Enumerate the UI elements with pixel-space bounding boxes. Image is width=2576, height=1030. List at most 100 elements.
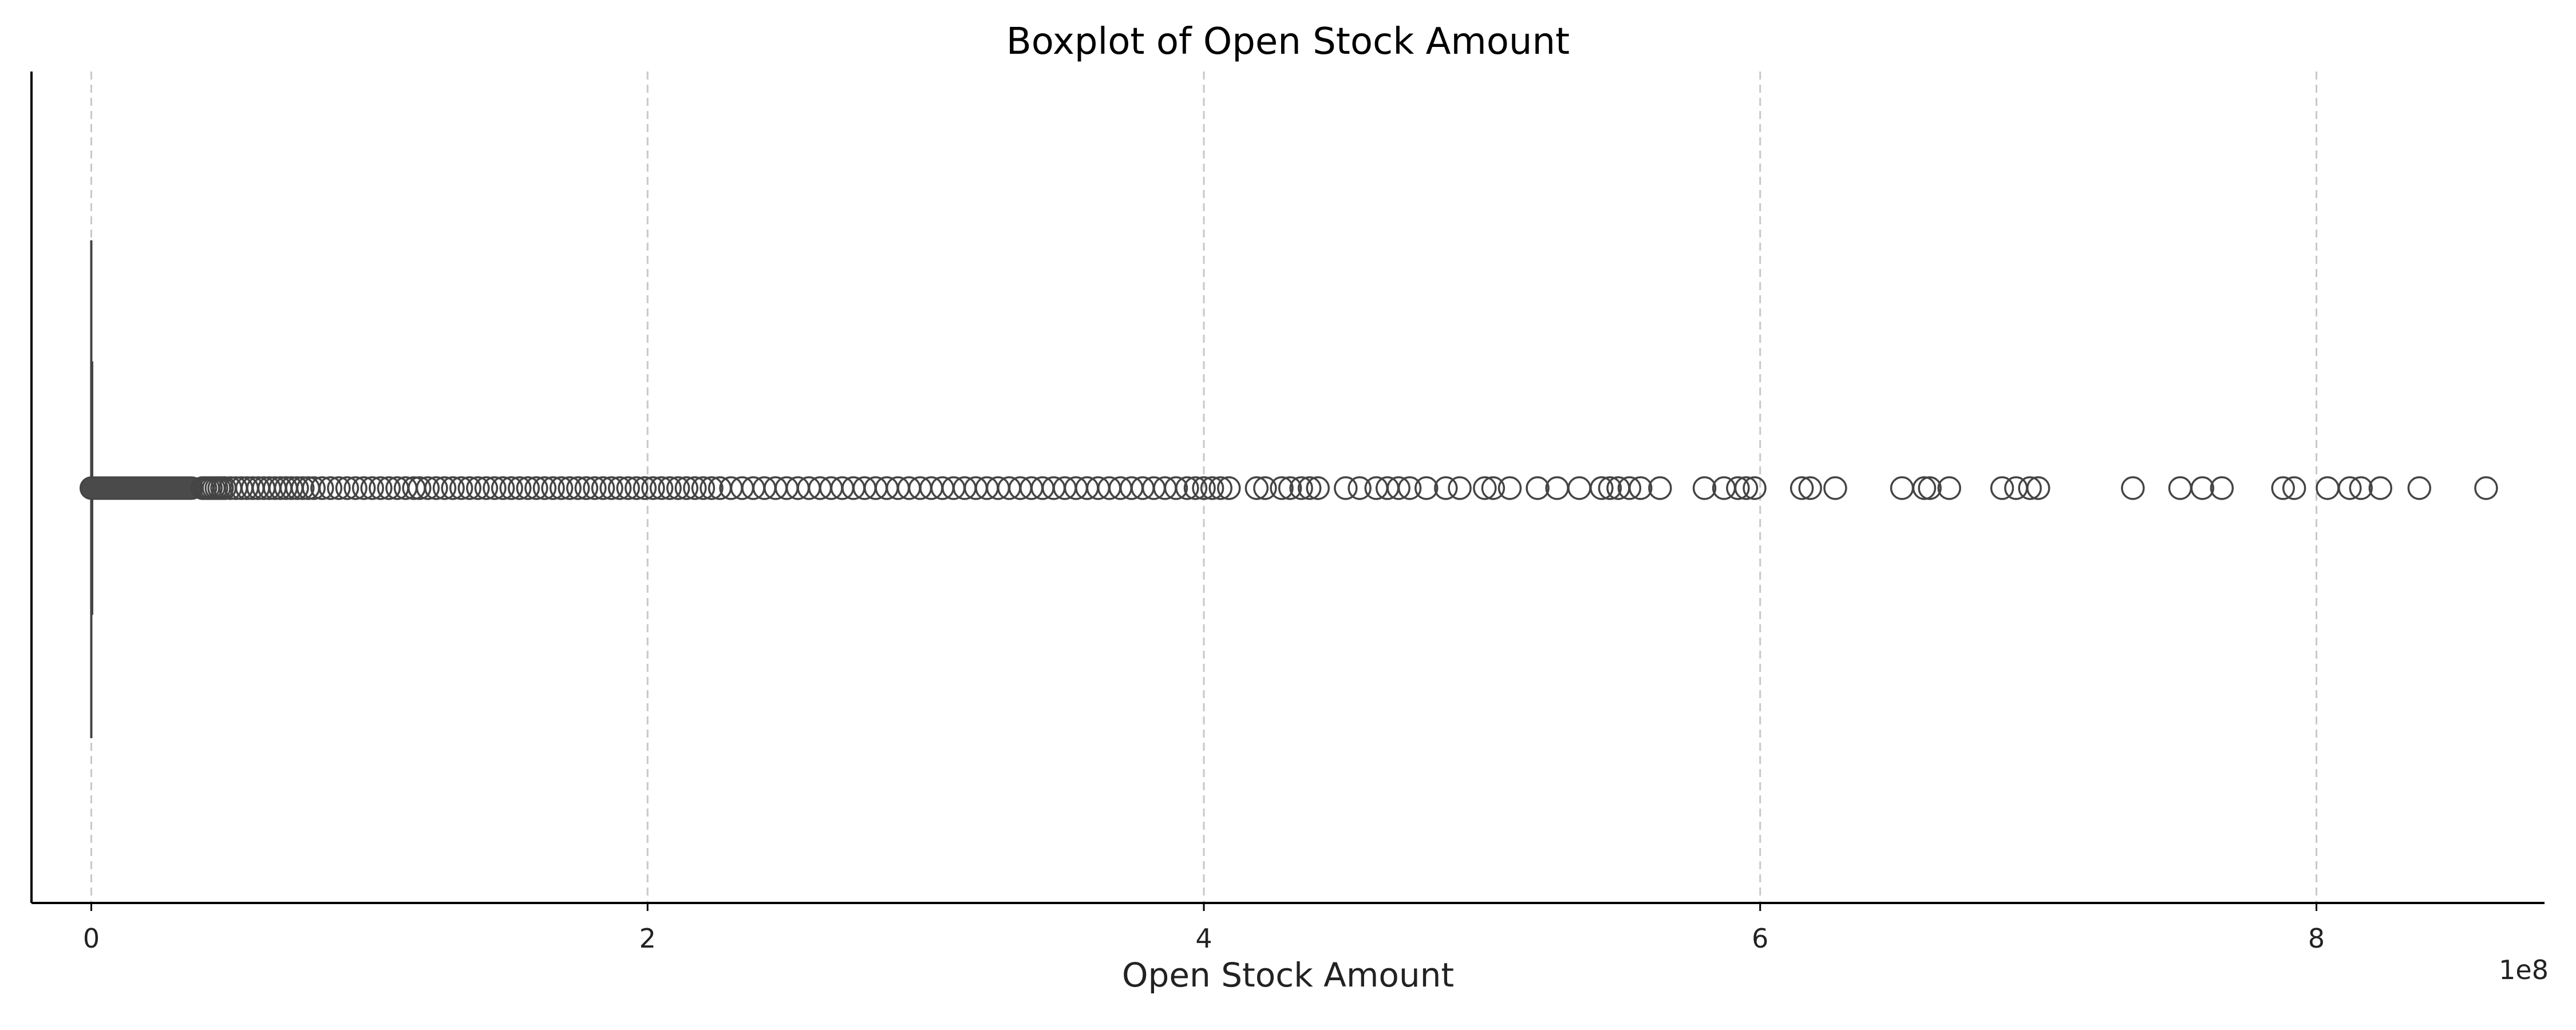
- outlier-point-44: [466, 476, 490, 500]
- x-tick-label-1: 2: [639, 923, 656, 954]
- outlier-point-56: [566, 476, 590, 500]
- outlier-point-164: [2026, 476, 2050, 500]
- outlier-point-146: [1617, 476, 1642, 500]
- outlier-point-124: [1278, 476, 1302, 500]
- outlier-point-37: [408, 476, 432, 500]
- outlier-point-69: [674, 476, 699, 500]
- outlier-point-163: [2018, 476, 2042, 500]
- outlier-point-27: [327, 476, 351, 500]
- outlier-point-63: [625, 476, 649, 500]
- outlier-point-114: [1164, 476, 1188, 500]
- outliers: [79, 476, 2498, 500]
- outlier-point-121: [1244, 476, 1269, 500]
- outlier-point-133: [1397, 476, 1422, 500]
- outlier-point-175: [2407, 476, 2432, 500]
- outlier-point-55: [558, 476, 582, 500]
- outlier-point-147: [1629, 476, 1653, 500]
- outlier-point-132: [1386, 476, 1411, 500]
- outlier-point-118: [1200, 476, 1224, 500]
- outlier-point-65: [641, 476, 665, 500]
- outlier-point-158: [1912, 476, 1937, 500]
- x-axis-label: Open Stock Amount: [1121, 956, 1455, 995]
- chart-title: Boxplot of Open Stock Amount: [1006, 21, 1570, 63]
- outlier-point-50: [516, 476, 540, 500]
- outlier-point-38: [416, 476, 440, 500]
- outlier-point-48: [499, 476, 523, 500]
- outlier-point-62: [616, 476, 640, 500]
- x-tick-label-2: 4: [1195, 923, 1212, 954]
- x-ticks: 0 2 4 6 8: [83, 903, 2325, 954]
- outlier-point-127: [1306, 476, 1330, 500]
- x-tick-label-0: 0: [83, 923, 100, 954]
- outlier-point-120: [1216, 476, 1241, 500]
- outlier-point-68: [666, 476, 690, 500]
- outlier-point-160: [1937, 476, 1961, 500]
- outlier-point-41: [441, 476, 465, 500]
- outlier-point-115: [1175, 476, 1199, 500]
- outlier-point-43: [457, 476, 482, 500]
- x-tick-label-3: 6: [1752, 923, 1768, 954]
- outlier-point-168: [2210, 476, 2234, 500]
- outlier-point-143: [1590, 476, 1614, 500]
- outlier-point-28: [335, 476, 359, 500]
- outlier-point-166: [2168, 476, 2192, 500]
- outlier-point-125: [1289, 476, 1313, 500]
- outlier-point-129: [1348, 476, 1372, 500]
- outlier-point-128: [1334, 476, 1358, 500]
- outlier-point-144: [1598, 476, 1622, 500]
- outlier-point-31: [360, 476, 384, 500]
- outlier-point-24: [302, 476, 326, 500]
- outlier-point-165: [2121, 476, 2145, 500]
- outlier-point-25: [310, 476, 334, 500]
- outlier-point-60: [599, 476, 623, 500]
- outlier-point-148: [1648, 476, 1672, 500]
- outlier-point-71: [691, 476, 716, 500]
- outlier-point-126: [1297, 476, 1322, 500]
- outlier-point-57: [574, 476, 599, 500]
- outlier-point-42: [449, 476, 473, 500]
- outlier-point-123: [1270, 476, 1294, 500]
- outlier-point-157: [1890, 476, 1914, 500]
- outlier-point-152: [1734, 476, 1759, 500]
- outlier-point-72: [700, 476, 724, 500]
- outlier-point-52: [532, 476, 557, 500]
- outlier-point-167: [2190, 476, 2215, 500]
- outlier-point-29: [343, 476, 368, 500]
- outlier-point-156: [1823, 476, 1847, 500]
- outlier-point-138: [1481, 476, 1506, 500]
- outlier-point-45: [474, 476, 499, 500]
- outlier-point-59: [591, 476, 615, 500]
- outlier-point-22: [290, 476, 315, 500]
- outlier-point-61: [607, 476, 632, 500]
- outlier-point-161: [1990, 476, 2014, 500]
- outlier-point-149: [1692, 476, 1717, 500]
- outlier-point-49: [507, 476, 532, 500]
- outlier-point-32: [369, 476, 393, 500]
- outlier-point-136: [1448, 476, 1472, 500]
- outlier-point-174: [2368, 476, 2393, 500]
- outlier-point-155: [1798, 476, 1823, 500]
- outlier-point-67: [658, 476, 682, 500]
- outlier-point-173: [2349, 476, 2373, 500]
- outlier-point-21: [285, 476, 309, 500]
- outlier-point-39: [424, 476, 448, 500]
- outlier-point-135: [1433, 476, 1458, 500]
- outlier-point-54: [549, 476, 574, 500]
- axis-offset-label: 1e8: [2499, 954, 2549, 985]
- outlier-point-170: [2282, 476, 2306, 500]
- outlier-point-30: [351, 476, 376, 500]
- x-tick-label-4: 8: [2308, 923, 2325, 954]
- outlier-point-53: [541, 476, 565, 500]
- outlier-dense-band: [79, 476, 204, 500]
- outlier-point-171: [2316, 476, 2340, 500]
- outlier-point-66: [649, 476, 674, 500]
- outlier-point-139: [1498, 476, 1522, 500]
- outlier-point-122: [1253, 476, 1277, 500]
- outlier-point-64: [633, 476, 657, 500]
- outlier-point-117: [1192, 476, 1216, 500]
- outlier-point-46: [483, 476, 507, 500]
- outlier-point-172: [2338, 476, 2362, 500]
- outlier-point-26: [318, 476, 343, 500]
- outlier-point-40: [432, 476, 457, 500]
- outlier-point-137: [1473, 476, 1497, 500]
